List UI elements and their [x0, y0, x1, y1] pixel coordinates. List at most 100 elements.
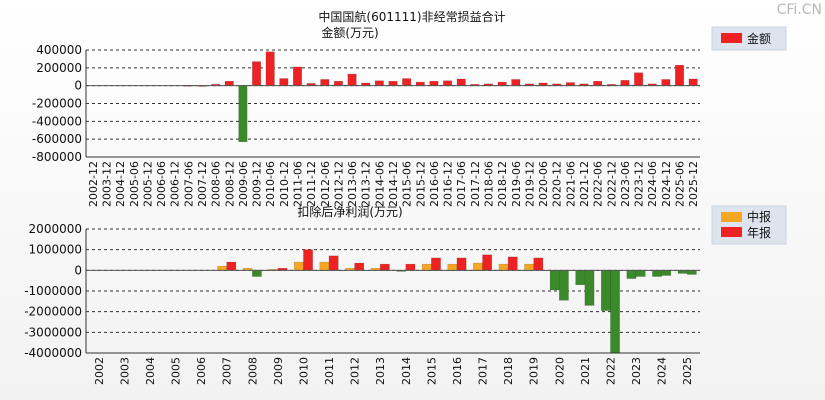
chart-2-bar — [652, 270, 662, 277]
chart-2-xtick-label: 2019 — [528, 357, 541, 385]
chart-2-bar — [303, 249, 313, 271]
chart-1-legend-box — [711, 26, 787, 51]
chart-1-xtick-label: 2025-06 — [674, 161, 687, 207]
chart-2-bar — [431, 257, 441, 271]
chart-1-xtick-label: 2023-12 — [633, 161, 646, 207]
chart-2-ytick-label: 2000000 — [29, 222, 82, 236]
chart-1-xtick-label: 2017-12 — [469, 161, 482, 207]
chart-1-xtick-label: 2007-12 — [196, 161, 209, 207]
chart-1-bar — [293, 66, 302, 86]
chart-1-bar — [265, 51, 275, 86]
chart-2-bar — [575, 270, 586, 286]
chart-2-bar — [635, 270, 646, 277]
chart-2-bar — [252, 270, 262, 277]
chart-1-xtick-label: 2014-12 — [387, 161, 400, 207]
chart-1-bar — [347, 73, 357, 86]
chart-2-xtick-label: 2003 — [118, 357, 131, 385]
chart-2-legend-label-2: 年报 — [747, 225, 771, 240]
chart-1-ytick-label: -200000 — [32, 97, 82, 111]
chart-1-xtick-label: 2017-06 — [455, 161, 468, 207]
chart-1-xtick-label: 2010-06 — [264, 161, 277, 207]
chart-1-bar — [429, 80, 439, 86]
chart-1-bar — [252, 61, 262, 86]
chart-1-xtick-label: 2023-06 — [619, 161, 632, 207]
chart-2-bar — [600, 270, 611, 311]
chart-2-xtick-label: 2007 — [221, 357, 234, 385]
chart-2-ytick-label: -1000000 — [24, 284, 82, 298]
chart-1-bar — [279, 78, 289, 86]
chart-1-legend: 金额 — [711, 26, 787, 51]
chart-1-ytick-label: -400000 — [32, 114, 82, 128]
chart-2-bar — [559, 270, 569, 301]
chart-1-bar — [415, 81, 425, 86]
chart-1-xtick-label: 2015-12 — [414, 161, 427, 207]
chart-1-xtick-label: 2005-06 — [128, 161, 141, 207]
chart-1-bar — [688, 78, 698, 86]
chart-2-bar — [217, 265, 227, 271]
chart-1-bar — [333, 80, 343, 86]
chart-1-xtick-label: 2002-12 — [87, 161, 100, 207]
chart-1-xtick-label: 2019-06 — [510, 161, 523, 207]
chart-1-xtick-label: 2020-12 — [551, 161, 564, 207]
chart-1-title: 中国国航(601111)非经常损益合计 — [318, 9, 505, 24]
chart-1-xtick-label: 2020-06 — [537, 161, 550, 207]
chart-2-bar — [379, 263, 390, 271]
chart-2-xtick-label: 2011 — [323, 357, 336, 385]
chart-1-xtick-label: 2006-12 — [169, 161, 182, 207]
chart-1-xtick-label: 2024-12 — [660, 161, 673, 207]
chart-2-bar — [328, 255, 339, 271]
chart-2-bar — [226, 261, 237, 271]
chart-1-plot: 400000 200000 0 -200000 -400000 -600000 -80000… — [32, 43, 700, 207]
chart-2-xtick-label: 2022 — [604, 357, 617, 385]
chart-1-bar — [388, 80, 398, 86]
chart-1-xtick-label: 2013-06 — [346, 161, 359, 207]
chart-2-bar — [447, 263, 458, 271]
chart-2-bar — [293, 261, 304, 271]
chart-2-legend-swatch-2 — [721, 227, 742, 237]
chart-1-xtick-label: 2009-12 — [251, 161, 264, 207]
chart-2-xtick-label: 2023 — [630, 357, 643, 385]
chart-2-bar — [524, 263, 534, 271]
chart-2-xtick-label: 2018 — [502, 357, 515, 385]
chart-2-xtick-label: 2008 — [246, 357, 259, 385]
chart-1-bar — [620, 80, 630, 86]
chart-1-bar — [320, 79, 330, 86]
chart-2-bar — [498, 263, 509, 271]
chart-2-xtick-label: 2015 — [425, 357, 438, 385]
chart-1-xtick-label: 2005-12 — [141, 161, 154, 207]
chart-1-xtick-label: 2007-06 — [182, 161, 195, 207]
chart-1-xtick-label: 2011-06 — [291, 161, 304, 207]
chart-2-plot: 2000000 1000000 0 -1000000 -2000000 -3000000 -… — [24, 222, 700, 385]
chart-2-ytick-label: 0 — [74, 263, 82, 277]
chart-2-xtick-label: 2009 — [272, 357, 285, 385]
chart-2-bar — [533, 257, 544, 271]
chart-2-title: 扣除后净利润(万元) — [297, 204, 402, 219]
chart-1-xtick-label: 2018-12 — [496, 161, 509, 207]
chart-2-bar — [456, 257, 467, 271]
chart-2-xtick-label: 2016 — [451, 357, 464, 385]
chart-2-ytick-label: -2000000 — [24, 305, 82, 319]
chart-1-bar — [593, 80, 603, 86]
chart-1-xtick-label: 2018-06 — [483, 161, 496, 207]
chart-2-xtick-label: 2021 — [579, 357, 592, 385]
chart-2-bar — [421, 263, 432, 271]
chart-1-xtick-label: 2008-06 — [210, 161, 223, 207]
chart-1-bar — [661, 79, 671, 86]
chart-2-bar — [661, 270, 672, 276]
chart-1-xtick-label: 2006-06 — [155, 161, 168, 207]
chart-2-legend-swatch-1 — [721, 212, 742, 222]
chart-1-bar — [443, 80, 453, 86]
chart-2-xtick-label: 2012 — [349, 357, 362, 385]
chart-1-legend-swatch — [721, 33, 742, 43]
chart-2-ytick-label: -3000000 — [24, 325, 82, 339]
chart-2-bar — [549, 270, 560, 291]
chart-1-bar — [511, 79, 521, 86]
chart-1-ytick-label: 400000 — [36, 43, 82, 57]
chart-1-ytick-label: -600000 — [32, 132, 82, 146]
chart-1-xtick-label: 2012-12 — [332, 161, 345, 207]
chart-2-bar — [473, 262, 483, 271]
chart-1-bar — [238, 85, 248, 143]
chart-2-xtick-label: 2005 — [170, 357, 183, 385]
chart-1-xtick-label: 2013-12 — [360, 161, 373, 207]
